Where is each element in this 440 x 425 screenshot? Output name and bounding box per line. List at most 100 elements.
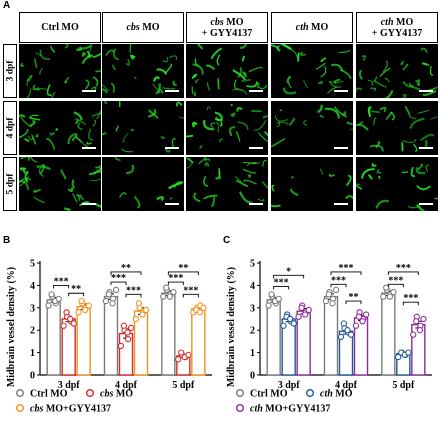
data-point	[302, 311, 309, 318]
column-header-2: cbs MO + GYY4137	[186, 12, 268, 43]
vessel-path	[288, 82, 292, 89]
data-point	[178, 349, 185, 356]
significance-bracket	[402, 301, 419, 306]
vessel-path	[192, 121, 198, 128]
significance-bracket	[330, 283, 347, 288]
significance-label: ***	[339, 263, 354, 274]
vessel-path	[175, 101, 183, 107]
vessel-path	[422, 89, 437, 97]
data-point	[322, 297, 330, 305]
significance-bracket	[273, 274, 305, 279]
data-point	[265, 302, 272, 309]
data-point	[416, 327, 423, 334]
bar	[296, 310, 311, 376]
significance-label: ***	[111, 273, 126, 284]
data-point	[386, 293, 393, 300]
vessel-path	[220, 121, 223, 127]
vessel-path	[402, 80, 414, 88]
data-point	[344, 327, 351, 334]
data-point	[112, 286, 120, 294]
legend-label: Ctrl MO	[30, 389, 68, 400]
vessel-path	[282, 87, 297, 95]
vessel-path	[210, 196, 216, 208]
vessel-image	[271, 168, 353, 208]
vessel-path	[400, 141, 404, 152]
legend-marker	[236, 388, 245, 397]
significance-label: ***	[168, 273, 183, 284]
vessel-path	[82, 142, 89, 148]
data-point	[160, 293, 167, 300]
vessel-path	[158, 87, 164, 94]
y-tick-label: 5	[250, 259, 255, 270]
data-point	[102, 297, 110, 305]
vessel-image	[356, 47, 438, 98]
vessel-path	[51, 91, 56, 98]
vessel-path	[92, 76, 99, 87]
legend-label-rest: MO+GYY4137	[43, 404, 111, 415]
significance-bracket	[167, 271, 199, 275]
vessel-path	[373, 117, 377, 126]
micrograph-1-3	[271, 101, 353, 155]
vessel-path	[103, 101, 108, 105]
vessel-path	[303, 119, 307, 126]
column-header-text: MO	[139, 22, 160, 33]
vessel-path	[19, 114, 26, 118]
vessel-path	[197, 44, 204, 50]
vessel-path	[133, 195, 141, 209]
row-header-label: 3 dpf	[5, 60, 16, 82]
vessel-path	[276, 120, 281, 127]
vessel-path	[384, 90, 394, 98]
vessel-path	[33, 57, 38, 68]
vessel-path	[338, 49, 351, 54]
vessel-path	[19, 129, 29, 139]
vessel-path	[90, 44, 93, 52]
significance-label: **	[178, 263, 188, 274]
significance-bracket	[53, 284, 70, 289]
vessel-path	[38, 166, 45, 177]
data-point	[163, 284, 170, 291]
vessel-path	[402, 138, 417, 144]
vessel-path	[237, 66, 242, 79]
data-point	[124, 336, 132, 343]
vessel-path	[32, 84, 40, 91]
micrograph-2-3	[271, 157, 353, 211]
vessel-path	[122, 133, 129, 142]
data-point	[142, 306, 150, 314]
vessel-path	[371, 162, 377, 167]
micrograph-1-1	[102, 101, 184, 155]
vessel-path	[319, 115, 324, 118]
vessel-path	[361, 168, 375, 179]
micrograph-2-2	[186, 157, 268, 211]
data-point	[135, 300, 143, 307]
vessel-path	[369, 144, 384, 152]
vessel-path	[60, 169, 67, 180]
vessel-path	[204, 162, 210, 167]
scale-bar	[419, 147, 433, 149]
vessel-path	[24, 173, 29, 183]
vessel-path	[286, 75, 292, 84]
vessel-path	[379, 106, 387, 113]
vessel-path	[118, 192, 127, 198]
column-header-text: + GYY4137	[371, 27, 423, 39]
vessel-path	[50, 45, 56, 53]
vessel-path	[113, 48, 119, 61]
vessel-path	[279, 109, 283, 112]
data-point	[67, 315, 74, 323]
data-point	[362, 311, 370, 318]
vessel-path	[88, 128, 93, 141]
vessel-path	[102, 83, 110, 92]
vessel-image	[356, 105, 438, 152]
vessel-image	[271, 44, 352, 95]
vessel-path	[165, 148, 171, 153]
vessel-path	[375, 199, 390, 209]
vessel-path	[279, 44, 292, 51]
vessel-path	[416, 203, 428, 211]
vessel-path	[239, 44, 248, 49]
column-header-text: cbs	[210, 16, 224, 28]
vessel-path	[319, 168, 324, 175]
data-point	[355, 313, 363, 320]
vessel-path	[105, 49, 115, 57]
vessel-image	[19, 157, 101, 211]
significance-bracket	[330, 271, 362, 275]
vessel-path	[299, 51, 306, 56]
